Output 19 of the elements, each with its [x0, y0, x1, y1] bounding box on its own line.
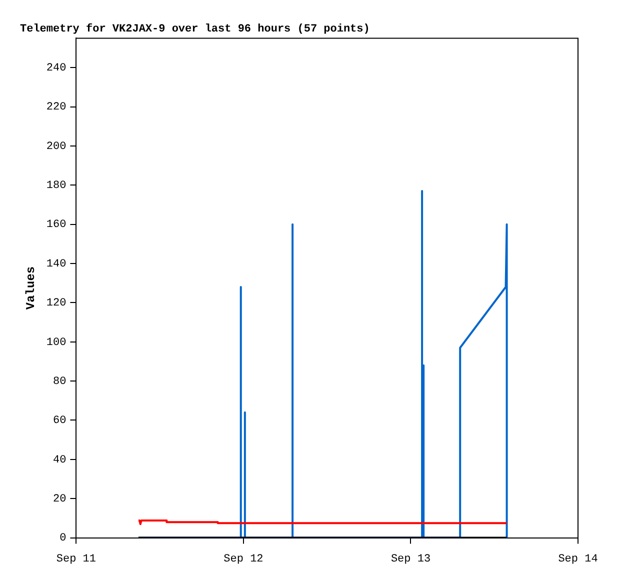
y-tick-label: 0 [60, 532, 66, 545]
y-axis-title: Values [24, 266, 38, 310]
y-tick-label: 80 [53, 376, 66, 388]
y-tick-label: 180 [46, 180, 66, 192]
x-tick-label: Sep 13 [390, 553, 431, 566]
chart-title: Telemetry for VK2JAX-9 over last 96 hours (57 points) [20, 22, 370, 36]
y-tick-label: 200 [46, 140, 66, 153]
y-tick-label: 60 [53, 415, 66, 428]
x-tick-label: Sep 14 [558, 553, 598, 566]
y-tick-label: 240 [46, 62, 66, 74]
x-tick-label: Sep 12 [224, 553, 264, 566]
y-tick-label: 100 [46, 336, 66, 349]
y-tick-label: 40 [53, 454, 66, 466]
x-tick-label: Sep 11 [56, 553, 96, 566]
y-tick-label: 140 [46, 258, 66, 270]
y-tick-label: 220 [46, 102, 66, 114]
y-tick-label: 120 [46, 298, 66, 310]
y-tick-label: 20 [53, 494, 66, 506]
y-tick-label: 160 [46, 219, 66, 232]
